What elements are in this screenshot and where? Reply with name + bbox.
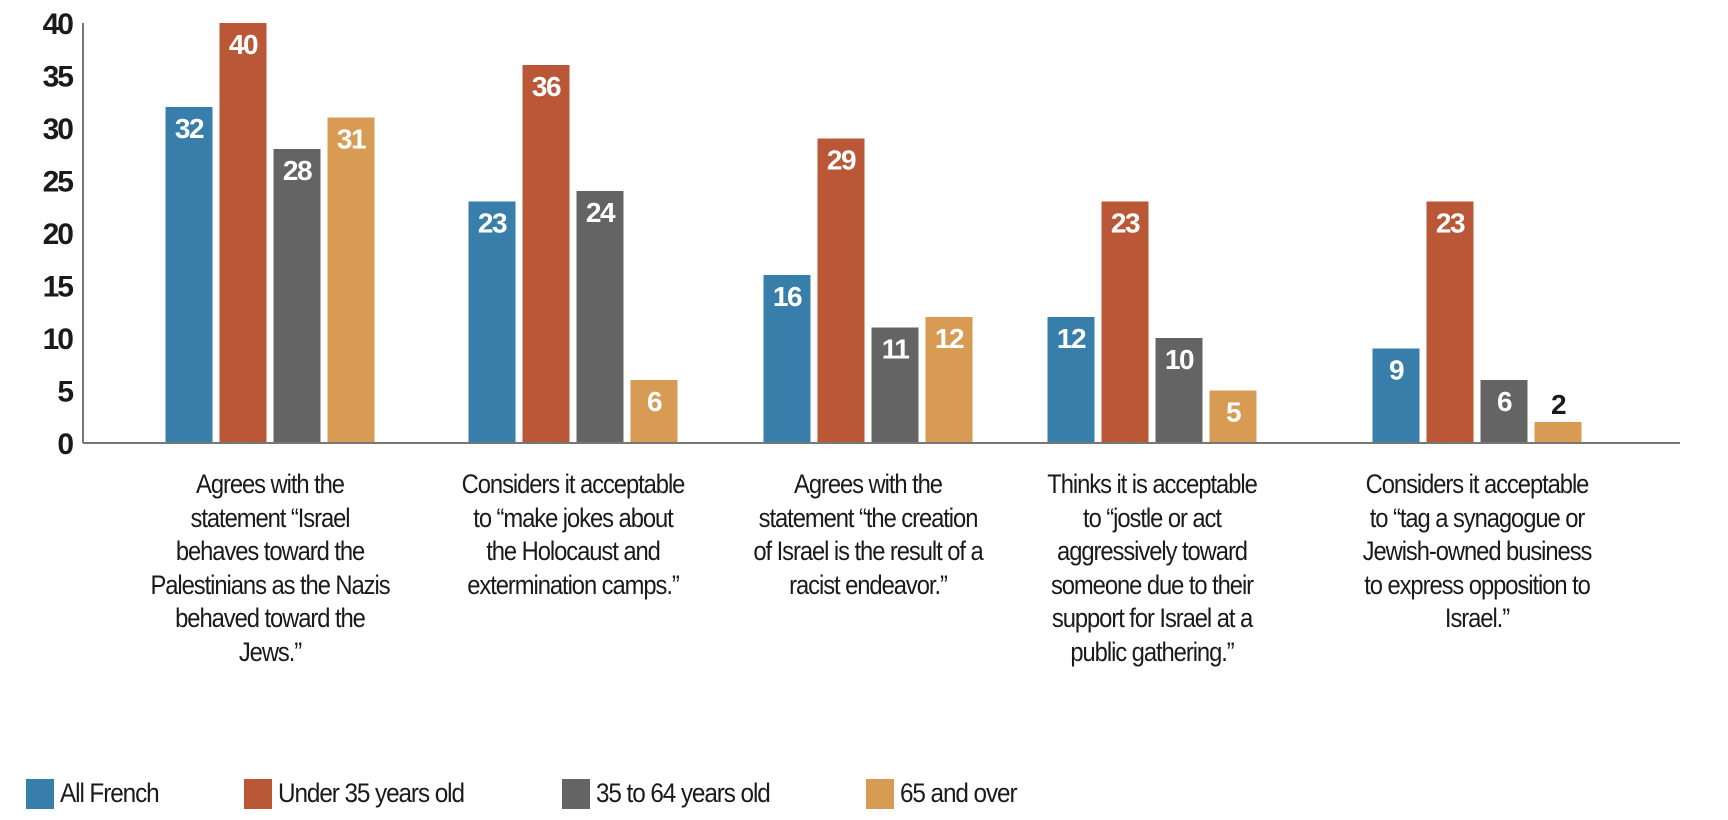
category-label-line: Jewish-owned business xyxy=(1362,536,1593,566)
bar xyxy=(871,327,919,443)
bar-value-label: 23 xyxy=(478,208,507,239)
legend-item: 35 to 64 years old xyxy=(562,778,789,809)
bar xyxy=(165,107,213,443)
legend-swatch xyxy=(26,778,54,809)
y-tick-label: 0 xyxy=(57,428,73,461)
y-tick-label: 5 xyxy=(57,376,73,409)
bar xyxy=(1426,201,1474,443)
legend-label: 65 and over xyxy=(900,778,1018,808)
category-label: Thinks it is acceptable to “jostle or act… xyxy=(1020,468,1284,669)
category-label-line: extermination camps.” xyxy=(467,569,680,600)
category-label: Agrees with the statement “the creation of… xyxy=(736,468,1000,602)
bar-value-label: 29 xyxy=(827,145,856,176)
bars: 32 40 28 31 23 36 24 6 16 29 11 12 12 23 10 5 9 23 6 2 xyxy=(165,23,1582,443)
category-label: Agrees with the statement “Israel behaves … xyxy=(138,468,402,669)
bar-value-label: 36 xyxy=(532,71,561,102)
legend-item: All French xyxy=(26,778,170,809)
y-tick-label: 20 xyxy=(43,218,74,251)
bar xyxy=(219,23,267,443)
bar xyxy=(1155,338,1203,443)
bar-value-label: 11 xyxy=(882,334,910,365)
bar-group: 9 23 6 2 xyxy=(1372,201,1582,443)
legend-swatch xyxy=(866,778,894,809)
category-label-line: Agrees with the xyxy=(794,469,943,499)
bar xyxy=(925,317,973,443)
category-label-line: someone due to their xyxy=(1050,569,1254,600)
bar xyxy=(273,149,321,443)
bar-group: 16 29 11 12 xyxy=(763,138,973,443)
bar xyxy=(1480,380,1528,443)
y-tick-label: 25 xyxy=(43,166,74,199)
bar xyxy=(1534,422,1582,443)
category-label-line: Considers it acceptable xyxy=(461,469,686,499)
legend-label: All French xyxy=(60,778,160,808)
category-label-line: behaved toward the xyxy=(175,603,366,633)
y-tick-label: 35 xyxy=(43,61,74,94)
y-tick-label: 40 xyxy=(43,8,74,41)
bar-value-label: 23 xyxy=(1436,208,1465,239)
y-axis-ticks: 0 5 10 15 20 25 30 35 40 xyxy=(43,8,76,461)
category-label-line: to “make jokes about xyxy=(473,502,673,533)
legend-swatch xyxy=(562,778,590,809)
category-label-line: Israel.” xyxy=(1444,603,1510,633)
bar-value-label: 9 xyxy=(1389,355,1404,386)
bar-value-label: 12 xyxy=(1057,323,1086,354)
category-label-line: Thinks it is acceptable xyxy=(1047,469,1258,499)
bar-value-label: 32 xyxy=(175,113,204,144)
legend-item: Under 35 years old xyxy=(244,778,485,809)
bar-value-label: 28 xyxy=(283,155,312,186)
bar-value-label: 16 xyxy=(773,281,802,312)
category-label-line: Palestinians as the Nazis xyxy=(150,569,390,600)
bar-group: 32 40 28 31 xyxy=(165,23,375,443)
category-label-line: Considers it acceptable xyxy=(1365,469,1590,499)
bar xyxy=(1047,317,1095,443)
bar xyxy=(763,275,811,443)
category-label: Considers it acceptable to “make jokes ab… xyxy=(441,468,705,602)
bar-value-label: 10 xyxy=(1165,344,1194,375)
category-label-line: Agrees with the xyxy=(196,469,345,499)
category-label-line: public gathering.” xyxy=(1070,636,1234,667)
category-label-line: of Israel is the result of a xyxy=(753,536,983,566)
bar xyxy=(630,380,678,443)
bar xyxy=(522,65,570,443)
category-label-line: the Holocaust and xyxy=(486,536,661,566)
category-label-line: aggressively toward xyxy=(1057,536,1248,566)
bar xyxy=(1372,348,1420,443)
bar-value-label: 40 xyxy=(229,29,258,60)
category-label-line: to express opposition to xyxy=(1364,569,1591,600)
bar xyxy=(327,117,375,443)
bar-value-label: 6 xyxy=(647,386,662,417)
category-label: Considers it acceptable to “tag a synagog… xyxy=(1345,468,1609,636)
bar xyxy=(1209,390,1257,443)
bar-group: 12 23 10 5 xyxy=(1047,201,1257,443)
y-tick-label: 10 xyxy=(43,323,74,356)
y-tick-label: 30 xyxy=(43,113,74,146)
category-label-line: to “jostle or act xyxy=(1083,502,1222,533)
category-label-line: support for Israel at a xyxy=(1051,603,1253,633)
legend-label: 35 to 64 years old xyxy=(596,778,771,808)
category-label-line: behaves toward the xyxy=(175,536,365,566)
category-label-line: statement “the creation xyxy=(758,502,979,533)
legend-item: 65 and over xyxy=(866,778,1029,809)
bar-value-label: 12 xyxy=(935,323,964,354)
bar xyxy=(576,191,624,443)
bar-value-label: 5 xyxy=(1226,397,1241,428)
category-label-line: to “tag a synagogue or xyxy=(1369,502,1586,533)
bar-value-label: 6 xyxy=(1497,386,1512,417)
category-label-line: statement “Israel xyxy=(190,502,350,533)
bar-value-label: 23 xyxy=(1111,208,1140,239)
legend-swatch xyxy=(244,778,272,809)
category-label-line: Jews.” xyxy=(238,636,302,667)
legend-label: Under 35 years old xyxy=(278,778,465,808)
bar-value-label: 31 xyxy=(337,124,366,155)
bar xyxy=(1101,201,1149,443)
bar-group: 23 36 24 6 xyxy=(468,65,678,443)
bar xyxy=(468,201,516,443)
category-label-line: racist endeavor.” xyxy=(789,569,948,600)
bar xyxy=(817,138,865,443)
bar-value-label: 2 xyxy=(1551,389,1566,420)
bar-value-label: 24 xyxy=(586,197,616,228)
y-tick-label: 15 xyxy=(43,271,74,304)
